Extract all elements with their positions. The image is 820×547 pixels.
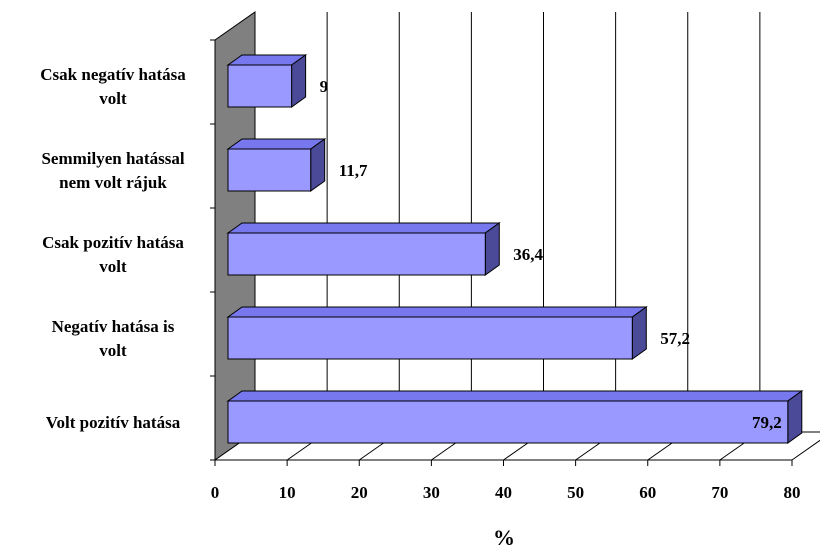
- x-tick-label: 40: [495, 483, 512, 502]
- category-label: Csak negatív hatása volt: [40, 65, 186, 108]
- data-label: 9: [320, 77, 329, 96]
- floor-gridline: [791, 439, 820, 461]
- data-label: 79,2: [752, 413, 782, 432]
- x-tick-label: 60: [639, 483, 656, 502]
- data-label: 36,4: [513, 245, 543, 264]
- data-label: 11,7: [339, 161, 368, 180]
- bar-top: [226, 306, 648, 318]
- bar: [227, 64, 293, 108]
- x-tick-label: 80: [784, 483, 801, 502]
- category-label: Negatív hatása is volt: [52, 317, 175, 360]
- chart-labels: 79,2 Volt pozitív hatása 57,2 Negatív hatás…: [40, 65, 800, 502]
- x-tick-label: 50: [567, 483, 584, 502]
- bar: [227, 148, 312, 192]
- x-tick-label: 10: [279, 483, 296, 502]
- bar-top: [226, 138, 327, 150]
- x-tick-label: 30: [423, 483, 440, 502]
- bar: [227, 232, 486, 276]
- x-tick-label: 20: [351, 483, 368, 502]
- x-tick-label: 0: [211, 483, 220, 502]
- bar-top: [226, 222, 501, 234]
- x-axis-title: %: [493, 525, 515, 547]
- category-label: Csak pozitív hatása volt: [42, 233, 184, 276]
- bar: [227, 316, 633, 360]
- x-tick-label: 70: [711, 483, 728, 502]
- category-label: Volt pozitív hatása: [46, 413, 181, 432]
- chart-axes: [210, 39, 793, 466]
- bar: [227, 400, 789, 444]
- category-label: Semmilyen hatással nem volt rájuk: [41, 149, 184, 192]
- data-label: 57,2: [660, 329, 690, 348]
- bar-top: [226, 390, 804, 402]
- chart-bars: [226, 54, 804, 444]
